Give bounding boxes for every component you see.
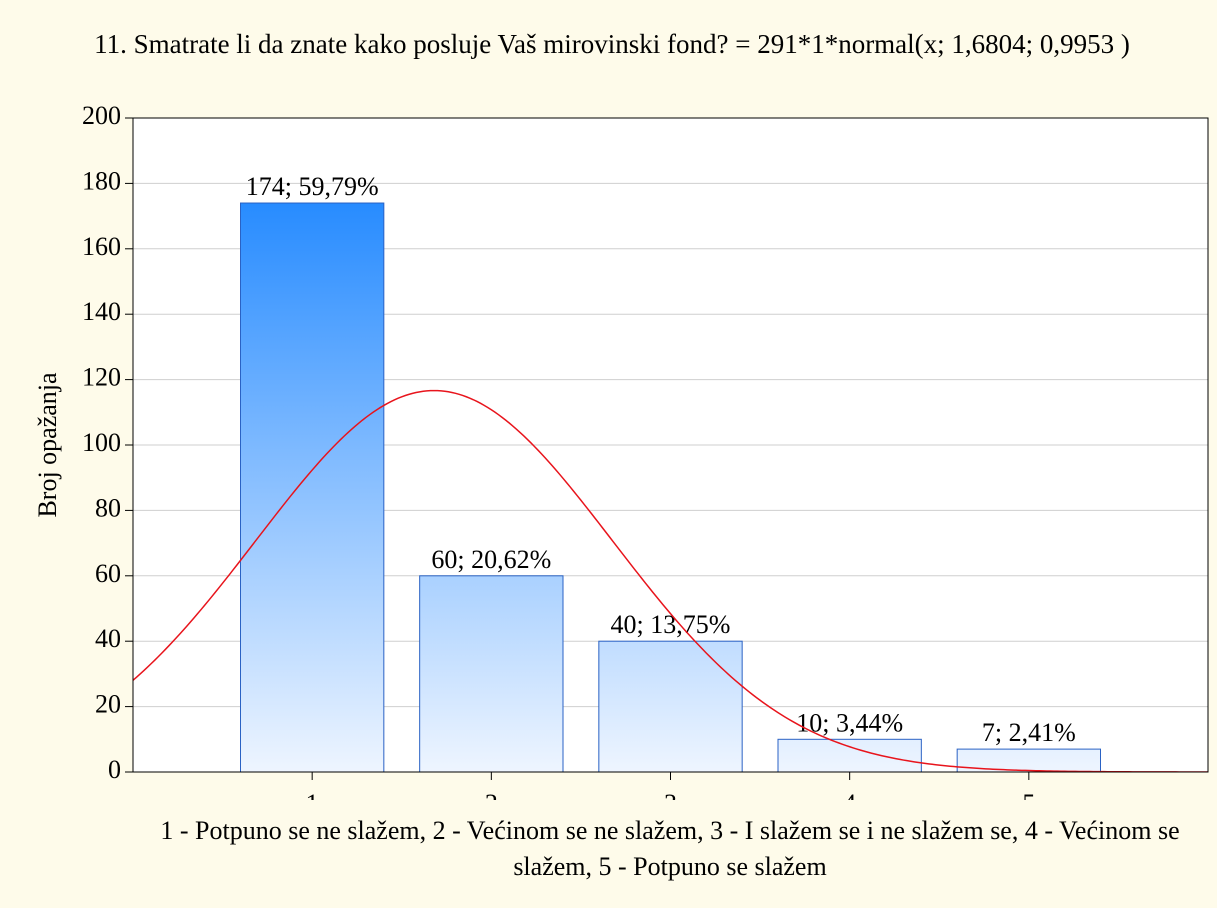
- value-label: 60; 20,62%: [431, 545, 551, 574]
- value-label: 174; 59,79%: [246, 172, 379, 201]
- x-tick-label: 3: [664, 789, 677, 800]
- y-tick-label: 60: [95, 559, 121, 588]
- y-tick-label: 120: [82, 363, 121, 392]
- bar: [777, 738, 922, 773]
- y-tick-label: 0: [108, 755, 121, 784]
- normal-fit-curve: [133, 389, 1208, 772]
- y-tick-label: 140: [82, 297, 121, 326]
- value-label: 40; 13,75%: [611, 610, 731, 639]
- x-axis-label: 1 - Potpuno se ne slažem, 2 - Većinom se…: [160, 816, 1180, 881]
- y-tick-label: 160: [82, 232, 121, 261]
- y-tick-label: 180: [82, 166, 121, 195]
- y-axis-label: Broj opažanja: [33, 372, 62, 518]
- value-label: 10; 3,44%: [796, 708, 903, 737]
- y-tick-label: 40: [95, 624, 121, 653]
- x-tick-label: 1: [306, 789, 319, 800]
- plot-frame: [132, 117, 1209, 773]
- x-tick-label: 5: [1022, 789, 1035, 800]
- y-tick-label: 20: [95, 690, 121, 719]
- x-tick-label: 2: [485, 789, 498, 800]
- value-label: 7; 2,41%: [982, 718, 1076, 747]
- y-tick-label: 200: [82, 101, 121, 130]
- chart-title: 11. Smatrate li da znate kako posluje Va…: [94, 29, 1130, 59]
- chart: Broj opažanja 0 20 40 60 80 100 120 140 160 180 20…: [33, 101, 1209, 800]
- bar: [240, 202, 385, 773]
- fit-group: [133, 389, 1208, 772]
- x-tick-label: 4: [843, 789, 856, 800]
- bar: [419, 575, 564, 773]
- y-tick-label: 80: [95, 493, 121, 522]
- y-tick-label: 100: [82, 428, 121, 457]
- bar: [598, 640, 743, 773]
